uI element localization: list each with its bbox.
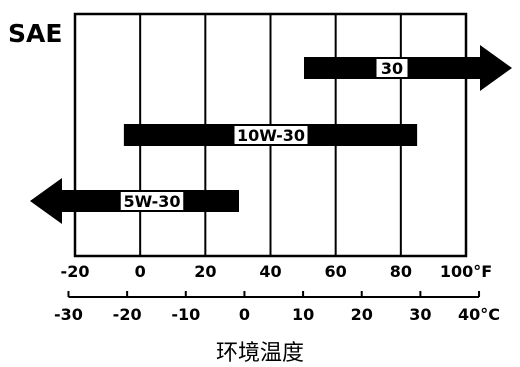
bar-30: 30 [304, 45, 512, 91]
c-tick-label: 0 [239, 305, 250, 324]
bar-shape [304, 45, 512, 91]
grid [73, 12, 468, 258]
c-tick-label: -20 [113, 305, 142, 324]
f-tick-label: -20 [61, 262, 90, 281]
f-tick-label: 100°F [440, 262, 492, 281]
chart-title: SAE [8, 19, 62, 48]
f-tick-label: 80 [390, 262, 412, 281]
fahrenheit-axis: -20 0 20 40 60 80 100°F [61, 262, 493, 281]
celsius-axis: -30 -20 -10 0 10 20 30 40°C [54, 291, 500, 324]
f-tick-label: 40 [259, 262, 281, 281]
c-tick-label: 10 [292, 305, 314, 324]
c-tick-label: 20 [351, 305, 373, 324]
bar-label-box [234, 126, 308, 144]
chart-caption: 环境温度 [215, 341, 304, 366]
f-tick-label: 60 [325, 262, 347, 281]
c-tick-label: -30 [54, 305, 83, 324]
c-tick-label: 40°C [458, 305, 500, 324]
f-tick-label: 20 [194, 262, 216, 281]
bar-label-box [376, 59, 408, 77]
bar-label-box [120, 192, 184, 210]
c-tick-label: 30 [409, 305, 431, 324]
f-tick-label: 0 [135, 262, 146, 281]
c-tick-label: -10 [171, 305, 200, 324]
bar-5w-30: 5W-30 [30, 178, 239, 224]
bar-label: 10W-30 [237, 126, 305, 145]
bar-10w-30: 10W-30 [123, 124, 418, 146]
bar-label: 5W-30 [124, 192, 181, 211]
bars: 30 10W-30 5W-30 [30, 45, 512, 224]
bar-label: 30 [381, 59, 403, 78]
